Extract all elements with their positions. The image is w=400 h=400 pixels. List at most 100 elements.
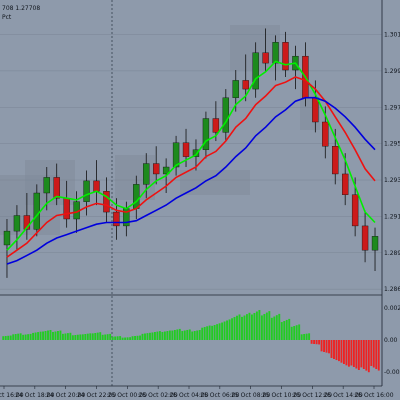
histogram-bar: [310, 340, 313, 344]
histogram-bar: [116, 336, 119, 340]
candle-body: [232, 80, 239, 98]
histogram-bar: [248, 312, 251, 340]
histogram-bar: [12, 334, 15, 340]
price-tick-label: 1.28695: [384, 286, 400, 293]
candle-body: [332, 146, 339, 175]
histogram-bar: [39, 331, 42, 340]
histogram-bar: [86, 333, 89, 340]
histogram-bar: [323, 340, 325, 352]
histogram-bar: [243, 315, 246, 340]
histogram-bar: [315, 340, 318, 345]
histogram-bar: [362, 340, 365, 369]
candle-body: [13, 215, 21, 232]
histogram-bar: [76, 334, 79, 340]
candle-body: [182, 142, 190, 157]
histogram-bar: [176, 329, 179, 340]
time-tick-label: 24 Oct 20:00: [46, 392, 85, 399]
candle-body: [202, 118, 210, 150]
histogram-bar: [253, 313, 256, 340]
candle-body: [162, 166, 170, 175]
histogram-bar: [129, 337, 132, 340]
histogram-bar: [79, 334, 82, 340]
histogram-bar: [66, 333, 69, 340]
candle-body: [282, 42, 289, 71]
histogram-bar: [111, 336, 114, 340]
histogram-bar: [61, 333, 64, 340]
histogram-bar: [338, 340, 340, 362]
histogram-bar: [121, 337, 124, 340]
time-tick-label: 24 Oct 16:00: [0, 392, 24, 399]
histogram-bar: [333, 340, 335, 359]
histogram-bar: [270, 317, 273, 340]
histogram-bar: [171, 330, 174, 340]
histogram-bar: [44, 331, 47, 340]
histogram-bar: [221, 322, 224, 340]
candle-body: [172, 142, 180, 168]
histogram-bar: [298, 324, 301, 340]
histogram-bar: [258, 310, 261, 340]
histogram-bar: [300, 334, 303, 340]
histogram-bar: [2, 336, 5, 340]
histogram-bar: [313, 340, 316, 344]
candle-body: [93, 180, 100, 192]
histogram-bar: [24, 334, 27, 340]
candle-body: [103, 191, 110, 213]
candle-body: [83, 180, 90, 202]
histogram-tick-label: 0.00290: [384, 305, 400, 312]
histogram-bar: [191, 331, 194, 340]
histogram-bar: [305, 333, 308, 340]
histogram-bar: [52, 331, 54, 340]
histogram-bar: [54, 331, 57, 340]
time-tick-label: 25 Oct 04:00: [169, 392, 208, 399]
histogram-bar: [119, 336, 122, 340]
histogram-bar: [213, 325, 216, 340]
histogram-bar: [260, 315, 263, 340]
histogram-bar: [144, 333, 146, 340]
histogram-bar: [186, 329, 189, 340]
histogram-bar: [345, 340, 348, 366]
histogram-bar: [134, 336, 136, 340]
time-tick-label: 25 Oct 02:00: [139, 392, 178, 399]
histogram-bar: [84, 334, 87, 340]
price-tick-label: 1.30165: [384, 32, 400, 39]
histogram-bar: [57, 331, 59, 340]
price-tick-label: 1.29745: [384, 104, 400, 111]
time-tick-label: 24 Oct 22:00: [77, 392, 116, 399]
histogram-bar: [203, 327, 206, 340]
range-shading-boxes: [0, 25, 320, 235]
histogram-bar: [47, 330, 49, 340]
histogram-bar: [370, 340, 373, 366]
candle-body: [113, 211, 120, 227]
time-tick-label: 25 Oct 16:00: [354, 392, 393, 399]
histogram-bar: [268, 311, 271, 340]
histogram-bar: [49, 330, 52, 340]
candle-body: [53, 177, 60, 199]
candle-body: [312, 97, 319, 123]
price-tick-label: 1.28905: [384, 250, 400, 257]
histogram-bar: [27, 334, 30, 340]
histogram-bar: [290, 326, 293, 340]
histogram-bar: [153, 332, 156, 340]
histogram-bar: [32, 332, 35, 340]
histogram-bar: [250, 314, 253, 340]
histogram-bar: [74, 335, 77, 340]
histogram-bar: [201, 327, 204, 340]
histogram-bar: [7, 335, 10, 340]
histogram-bar: [367, 340, 370, 373]
histogram-bar: [114, 336, 117, 340]
histogram-bar: [139, 335, 141, 340]
histogram-bar: [211, 325, 214, 340]
histogram-bar: [42, 331, 44, 340]
histogram-bar: [255, 311, 258, 340]
histogram-bar: [22, 334, 25, 340]
histogram-bar: [216, 324, 219, 340]
candle-body: [43, 177, 50, 194]
histogram-bar: [303, 334, 306, 340]
candle-body: [3, 230, 11, 246]
histogram-bar: [320, 340, 323, 352]
histogram-bar: [96, 332, 99, 340]
histogram-bar: [295, 325, 298, 340]
time-tick-label: 25 Oct 00:00: [108, 392, 147, 399]
histogram-bar: [126, 337, 129, 340]
